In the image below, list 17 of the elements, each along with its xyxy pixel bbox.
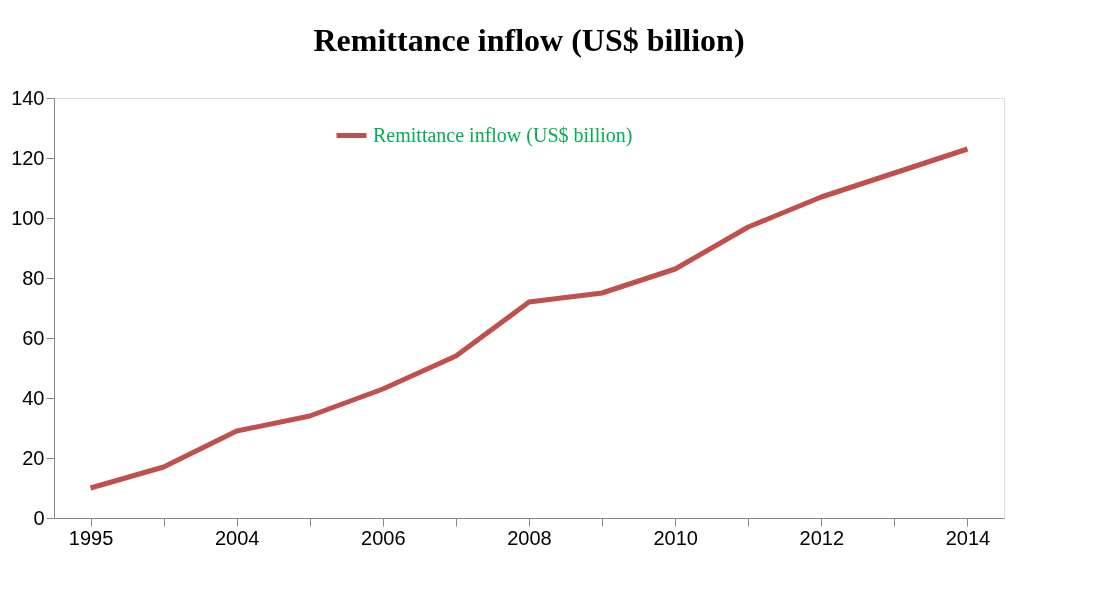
x-tick-label: 2004 [214, 526, 260, 549]
x-tick-label: 2008 [507, 526, 552, 549]
x-tick-label: 1995 [68, 526, 114, 549]
x-tick-label: 2012 [799, 526, 845, 549]
y-tick-label: 0 [33, 506, 45, 529]
y-tick-label: 20 [22, 446, 45, 469]
y-tick-label: 40 [22, 386, 45, 409]
y-tick-label: 140 [11, 86, 45, 109]
x-tick-label: 2014 [945, 526, 991, 549]
y-tick-label: 60 [22, 326, 45, 349]
x-tick-label: 2010 [653, 526, 698, 549]
chart-title: Remittance inflow (US$ billion) [313, 22, 745, 58]
legend-label: Remittance inflow (US$ billion) [373, 123, 633, 147]
x-tick-label: 2006 [361, 526, 406, 549]
y-tick-label: 120 [11, 146, 45, 169]
y-tick-label: 80 [22, 266, 45, 289]
y-tick-label: 100 [11, 206, 45, 229]
